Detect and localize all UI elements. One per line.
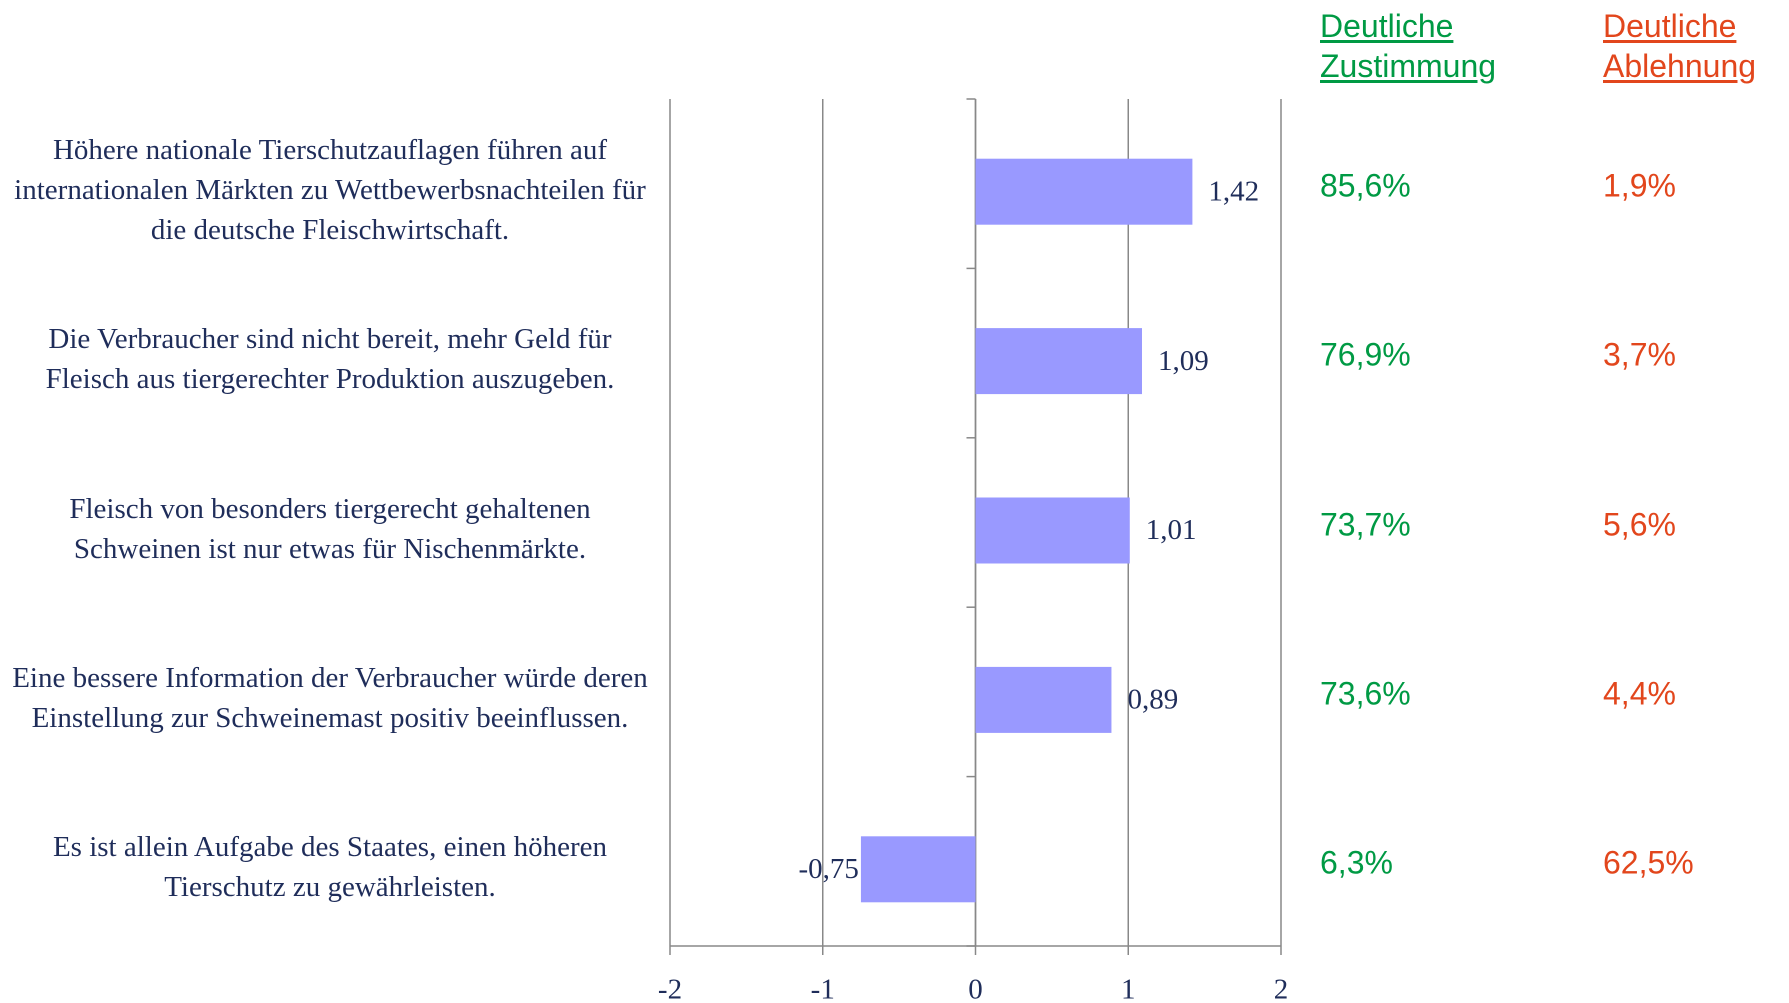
data-label: 0,89 (1127, 684, 1178, 716)
category-label: Fleisch von besonders tiergerecht gehalt… (69, 492, 591, 565)
column-value: 85,6% (1320, 167, 1411, 204)
column-value: 6,3% (1320, 844, 1393, 881)
data-label: -0,75 (799, 853, 859, 885)
column-value: 73,6% (1320, 675, 1411, 712)
column-value: 5,6% (1603, 506, 1676, 542)
column-value: 76,9% (1320, 336, 1411, 373)
column-header: Deutliche Ablehnung (1603, 8, 1757, 84)
column-value: 4,4% (1603, 675, 1676, 712)
column-value: 3,7% (1603, 336, 1676, 373)
bar (975, 328, 1142, 395)
column-value: 1,9% (1603, 167, 1676, 204)
x-tick-label: 1 (1121, 974, 1136, 1003)
data-label: 1,42 (1208, 175, 1259, 207)
bar (860, 836, 976, 903)
bar (975, 497, 1130, 564)
bar (975, 666, 1112, 733)
x-tick-label: -1 (811, 974, 835, 1003)
x-tick-label: -2 (658, 974, 682, 1003)
data-label: 1,09 (1158, 345, 1209, 377)
column-value: 73,7% (1320, 506, 1411, 542)
bar (975, 158, 1193, 225)
category-label: Die Verbraucher sind nicht bereit, mehr … (45, 323, 615, 396)
x-tick-label: 2 (1274, 974, 1289, 1003)
category-label: Höhere nationale Tierschutzauflagen führ… (14, 133, 646, 246)
x-tick-label: 0 (968, 974, 983, 1003)
column-value: 62,5% (1603, 844, 1694, 881)
category-label: Es ist allein Aufgabe des Staates, einen… (52, 831, 608, 904)
data-label: 1,01 (1146, 514, 1197, 546)
column-header: Deutliche Zustimmung (1320, 8, 1497, 84)
category-label: Eine bessere Information der Verbraucher… (12, 661, 648, 734)
